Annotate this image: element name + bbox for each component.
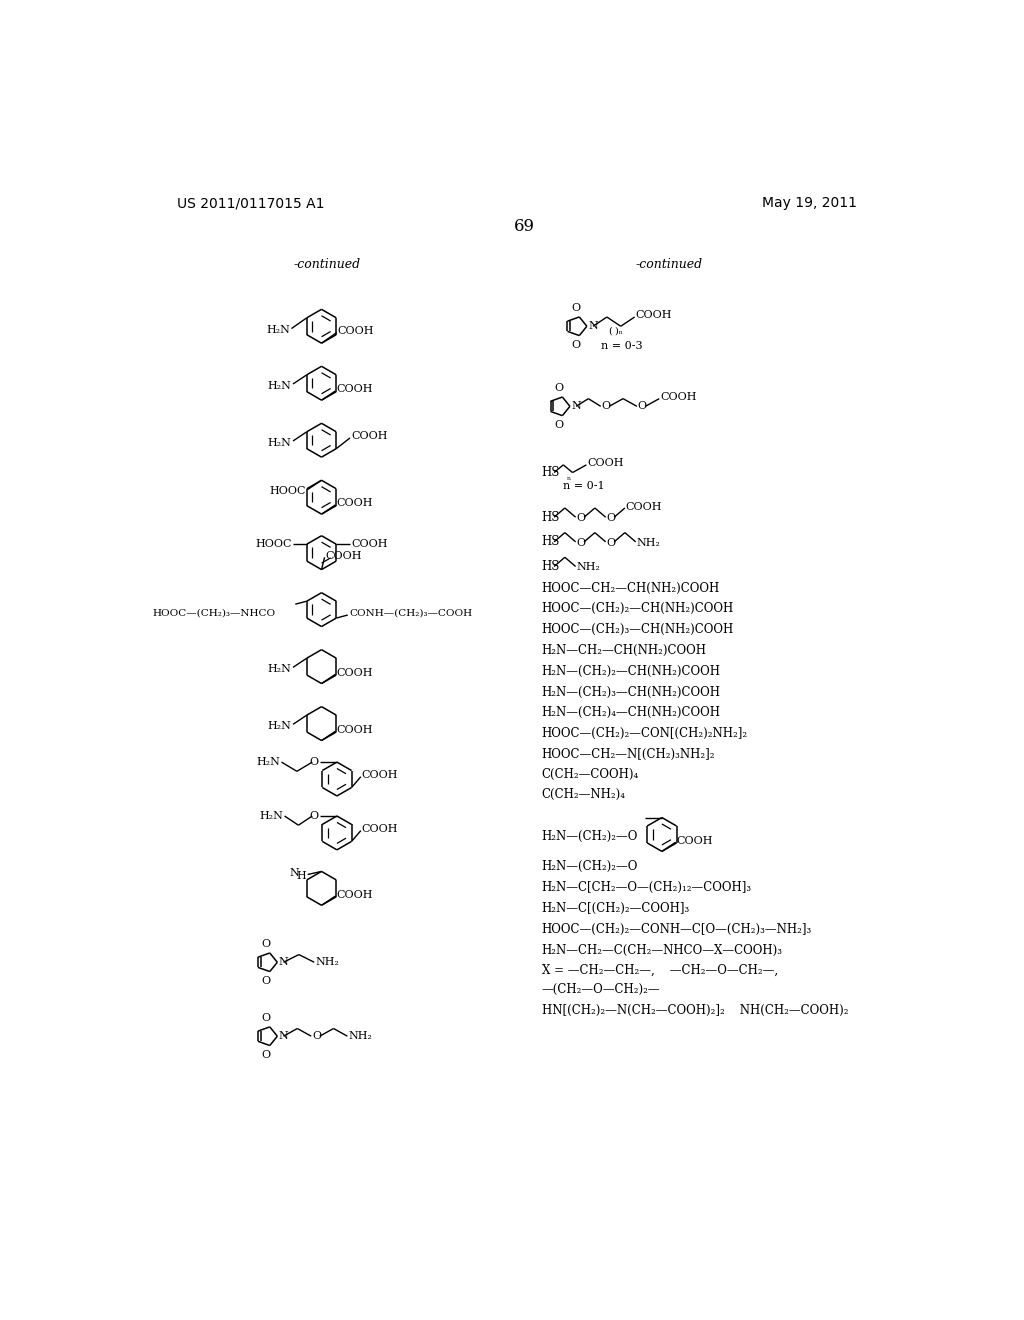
Text: COOH: COOH	[361, 770, 398, 780]
Text: O: O	[571, 339, 580, 350]
Text: O: O	[606, 537, 615, 548]
Text: O: O	[577, 537, 586, 548]
Text: C(CH₂—NH₂)₄: C(CH₂—NH₂)₄	[542, 788, 626, 801]
Text: H₂N—(CH₂)₂—CH(NH₂)COOH: H₂N—(CH₂)₂—CH(NH₂)COOH	[542, 665, 721, 677]
Text: COOH: COOH	[635, 310, 672, 321]
Text: N: N	[279, 1031, 289, 1041]
Text: HOOC: HOOC	[269, 486, 306, 496]
Text: CONH—(CH₂)₃—COOH: CONH—(CH₂)₃—COOH	[349, 609, 472, 618]
Text: H₂N—(CH₂)₂—O: H₂N—(CH₂)₂—O	[542, 829, 638, 842]
Text: HOOC—(CH₂)₂—CON[(CH₂)₂NH₂]₂: HOOC—(CH₂)₂—CON[(CH₂)₂NH₂]₂	[542, 727, 748, 741]
Text: HOOC: HOOC	[255, 539, 292, 549]
Text: HOOC—CH₂—CH(NH₂)COOH: HOOC—CH₂—CH(NH₂)COOH	[542, 582, 720, 594]
Text: O: O	[261, 975, 270, 986]
Text: n = 0-1: n = 0-1	[563, 482, 605, 491]
Text: H₂N: H₂N	[267, 721, 292, 731]
Text: COOH: COOH	[351, 432, 388, 441]
Text: COOH: COOH	[326, 550, 361, 561]
Text: H₂N—(CH₂)₃—CH(NH₂)COOH: H₂N—(CH₂)₃—CH(NH₂)COOH	[542, 685, 721, 698]
Text: O: O	[554, 420, 563, 430]
Text: X = —CH₂—CH₂—,    —CH₂—O—CH₂—,: X = —CH₂—CH₂—, —CH₂—O—CH₂—,	[542, 964, 778, 977]
Text: COOH: COOH	[677, 836, 713, 846]
Text: COOH: COOH	[660, 392, 697, 403]
Text: O: O	[309, 758, 318, 767]
Text: N: N	[571, 401, 582, 412]
Text: -continued: -continued	[293, 259, 360, 271]
Text: HS: HS	[542, 560, 560, 573]
Text: O: O	[606, 513, 615, 523]
Text: COOH: COOH	[361, 824, 398, 834]
Text: H₂N—(CH₂)₂—O: H₂N—(CH₂)₂—O	[542, 861, 638, 874]
Text: O: O	[261, 1049, 270, 1060]
Text: HOOC—(CH₂)₃—NHCO: HOOC—(CH₂)₃—NHCO	[153, 609, 275, 618]
Text: COOH: COOH	[587, 458, 624, 469]
Text: O: O	[261, 1012, 270, 1023]
Text: NH₂: NH₂	[315, 957, 339, 968]
Text: H₂N—CH₂—CH(NH₂)COOH: H₂N—CH₂—CH(NH₂)COOH	[542, 644, 707, 657]
Text: H₂N: H₂N	[267, 380, 292, 391]
Text: O: O	[312, 1031, 322, 1041]
Text: O: O	[554, 383, 563, 393]
Text: H₂N—(CH₂)₄—CH(NH₂)COOH: H₂N—(CH₂)₄—CH(NH₂)COOH	[542, 706, 721, 719]
Text: ( )ₙ: ( )ₙ	[609, 326, 624, 335]
Text: O: O	[601, 401, 610, 412]
Text: COOH: COOH	[626, 502, 663, 512]
Text: H₂N: H₂N	[267, 437, 292, 447]
Text: H₂N: H₂N	[267, 664, 292, 675]
Text: COOH: COOH	[336, 499, 373, 508]
Text: ₙ: ₙ	[567, 474, 571, 482]
Text: H₂N: H₂N	[256, 758, 280, 767]
Text: COOH: COOH	[336, 668, 373, 677]
Text: H₂N—CH₂—C(CH₂—NHCO—X—COOH)₃: H₂N—CH₂—C(CH₂—NHCO—X—COOH)₃	[542, 944, 782, 957]
Text: HOOC—CH₂—N[(CH₂)₃NH₂]₂: HOOC—CH₂—N[(CH₂)₃NH₂]₂	[542, 748, 715, 760]
Text: N: N	[290, 869, 299, 878]
Text: COOH: COOH	[336, 384, 373, 395]
Text: May 19, 2011: May 19, 2011	[762, 197, 857, 210]
Text: H₂N—C[(CH₂)₂—COOH]₃: H₂N—C[(CH₂)₂—COOH]₃	[542, 902, 690, 915]
Text: HOOC—(CH₂)₂—CONH—C[O—(CH₂)₃—NH₂]₃: HOOC—(CH₂)₂—CONH—C[O—(CH₂)₃—NH₂]₃	[542, 923, 812, 936]
Text: 69: 69	[514, 218, 536, 235]
Text: H₂N: H₂N	[259, 810, 283, 821]
Text: H₂N: H₂N	[266, 325, 290, 335]
Text: COOH: COOH	[336, 890, 373, 899]
Text: O: O	[638, 401, 647, 412]
Text: O: O	[261, 939, 270, 949]
Text: US 2011/0117015 A1: US 2011/0117015 A1	[177, 197, 325, 210]
Text: COOH: COOH	[338, 326, 374, 335]
Text: N: N	[279, 957, 289, 968]
Text: n = 0-3: n = 0-3	[601, 342, 642, 351]
Text: —(CH₂—O—CH₂)₂—: —(CH₂—O—CH₂)₂—	[542, 982, 660, 995]
Text: HOOC—(CH₂)₃—CH(NH₂)COOH: HOOC—(CH₂)₃—CH(NH₂)COOH	[542, 623, 734, 636]
Text: NH₂: NH₂	[577, 562, 600, 573]
Text: C(CH₂—COOH)₄: C(CH₂—COOH)₄	[542, 768, 639, 781]
Text: O: O	[309, 810, 318, 821]
Text: N: N	[589, 321, 598, 331]
Text: H: H	[296, 871, 306, 880]
Text: -continued: -continued	[636, 259, 703, 271]
Text: HS: HS	[542, 536, 560, 548]
Text: HN[(CH₂)₂—N(CH₂—COOH)₂]₂    NH(CH₂—COOH)₂: HN[(CH₂)₂—N(CH₂—COOH)₂]₂ NH(CH₂—COOH)₂	[542, 1003, 848, 1016]
Text: O: O	[577, 513, 586, 523]
Text: O: O	[571, 302, 580, 313]
Text: NH₂: NH₂	[637, 537, 660, 548]
Text: COOH: COOH	[336, 725, 373, 735]
Text: COOH: COOH	[351, 539, 388, 549]
Text: HOOC—(CH₂)₂—CH(NH₂)COOH: HOOC—(CH₂)₂—CH(NH₂)COOH	[542, 602, 734, 615]
Text: HS: HS	[542, 466, 560, 479]
Text: NH₂: NH₂	[348, 1031, 372, 1041]
Text: H₂N—C[CH₂—O—(CH₂)₁₂—COOH]₃: H₂N—C[CH₂—O—(CH₂)₁₂—COOH]₃	[542, 880, 752, 894]
Text: HS: HS	[542, 511, 560, 524]
